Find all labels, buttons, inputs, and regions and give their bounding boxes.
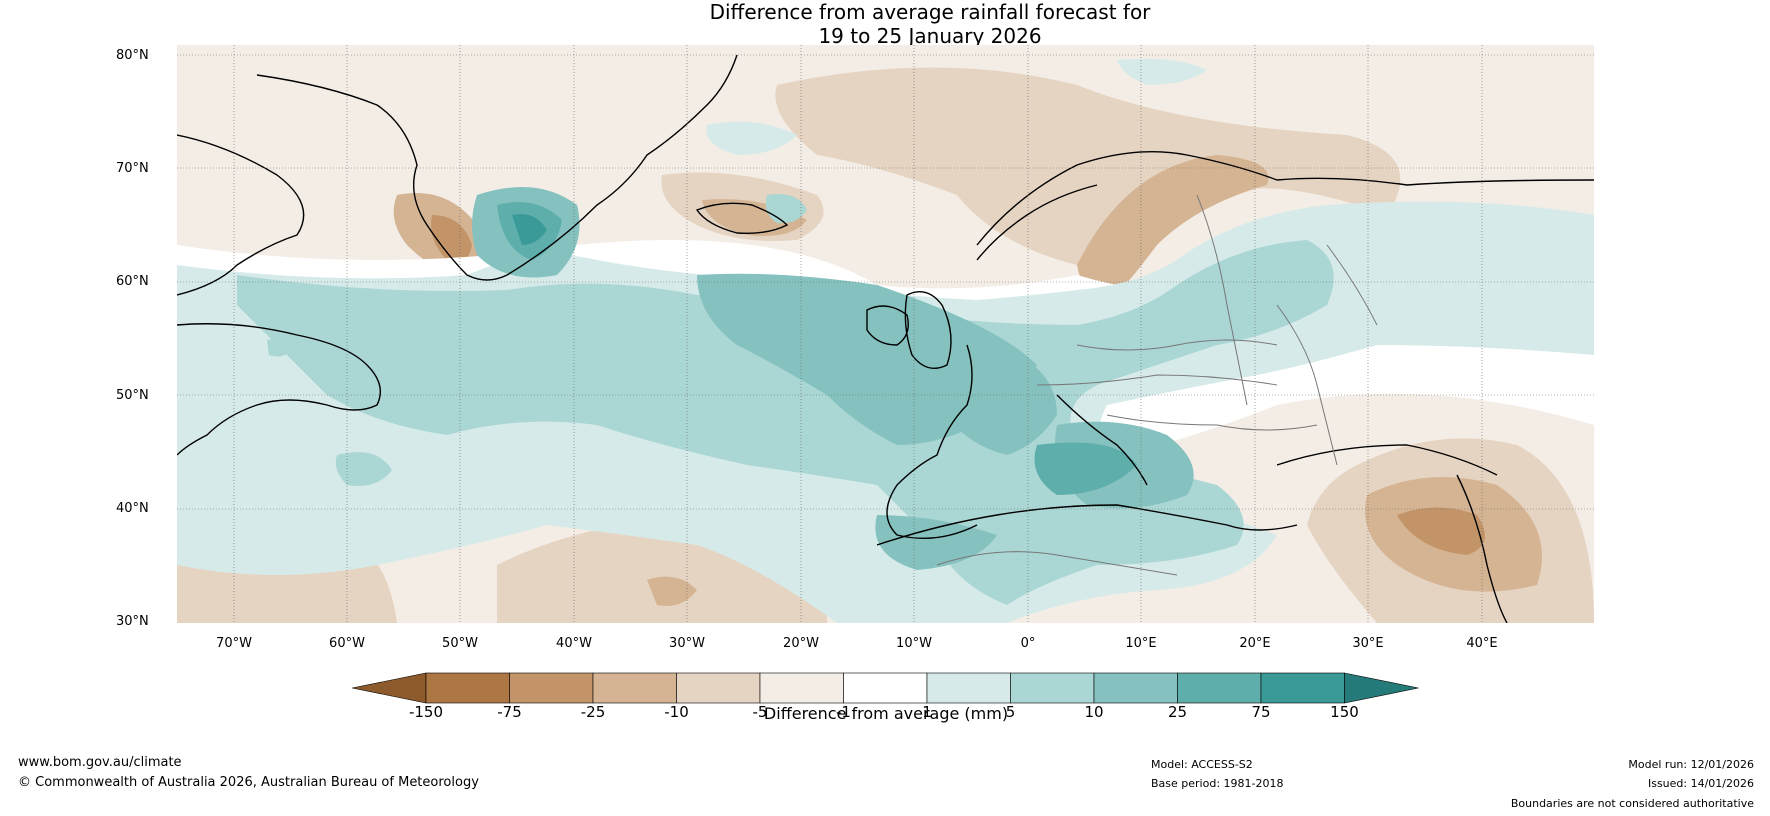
colorbar-tick-label: -25 — [580, 703, 606, 721]
colorbar-tick-label: 1 — [922, 703, 932, 721]
title-line-2: 19 to 25 January 2026 — [818, 24, 1042, 48]
colorbar-swatch — [1177, 672, 1262, 704]
lon-label-60w: 60°W — [329, 636, 365, 651]
colorbar-swatch — [926, 672, 1011, 704]
colorbar-tick-label: 5 — [1005, 703, 1016, 721]
disclaimer-text: Boundaries are not considered authoritat… — [1510, 797, 1754, 810]
colorbar-swatch — [1093, 672, 1178, 704]
colorbar-swatch — [843, 672, 928, 704]
model-run-text: Model run: 12/01/2026 — [1628, 758, 1754, 771]
colorbar-swatches — [352, 672, 1419, 704]
lat-label-50n: 50°N — [116, 388, 149, 403]
colorbar-extend-low — [352, 672, 427, 704]
lon-label-50w: 50°W — [442, 636, 478, 651]
colorbar-swatch — [509, 672, 594, 704]
colorbar-tick-label: 25 — [1167, 703, 1188, 721]
copyright-text: © Commonwealth of Australia 2026, Austra… — [18, 775, 479, 790]
coastlines — [177, 54, 1594, 623]
lon-label-30e: 30°E — [1352, 636, 1384, 651]
colorbar-extend-high — [1344, 672, 1419, 704]
greenland-coast — [256, 54, 738, 281]
model-text: Model: ACCESS-S2 — [1151, 758, 1253, 771]
colorbar-swatch — [1010, 672, 1095, 704]
lon-label-10w: 10°W — [896, 636, 932, 651]
iceland-coast — [695, 202, 789, 235]
colorbar-swatch — [1260, 672, 1345, 704]
italy-coast — [1056, 394, 1148, 486]
graticule — [177, 45, 1594, 623]
colorbar-tick-label: -150 — [408, 703, 444, 721]
issued-text: Issued: 14/01/2026 — [1647, 777, 1754, 790]
lat-label-60n: 60°N — [116, 274, 149, 289]
colorbar-tick-label: 10 — [1084, 703, 1104, 721]
colorbar-tick-label: -5 — [752, 703, 768, 721]
north-africa-coast — [876, 504, 1298, 546]
lat-label-30n: 30°N — [116, 614, 149, 629]
lon-label-70w: 70°W — [216, 636, 252, 651]
lat-label-80n: 80°N — [116, 48, 149, 63]
wet-anomaly-regions — [177, 58, 1594, 623]
lat-label-70n: 70°N — [116, 161, 149, 176]
lon-label-30w: 30°W — [669, 636, 705, 651]
map-canvas — [177, 45, 1594, 623]
scandinavia-north-coast — [976, 150, 1594, 246]
title-line-1: Difference from average rainfall forecas… — [709, 0, 1151, 24]
colorbar-tick-label: -75 — [497, 703, 522, 721]
caspian-coast — [1456, 474, 1508, 623]
chart-title: Difference from average rainfall forecas… — [0, 0, 1770, 48]
colorbar — [352, 672, 1419, 704]
colorbar-swatch — [425, 672, 510, 704]
labrador-coast — [177, 323, 381, 456]
lat-label-40n: 40°N — [116, 501, 149, 516]
colorbar-swatch — [676, 672, 761, 704]
rainfall-anomaly-map — [177, 45, 1594, 623]
colorbar-label: Difference from average (mm) — [763, 704, 1009, 723]
colorbar-tick-label: -10 — [664, 703, 689, 721]
lon-label-40w: 40°W — [556, 636, 592, 651]
lon-label-20e: 20°E — [1239, 636, 1271, 651]
colorbar-swatch — [592, 672, 677, 704]
lon-label-40e: 40°E — [1466, 636, 1498, 651]
iberia-coast — [886, 344, 978, 539]
lon-label-0: 0° — [1020, 636, 1036, 651]
norway-coast — [976, 184, 1098, 261]
colorbar-tick-label: -1 — [836, 703, 851, 721]
britain-coast — [904, 291, 952, 369]
colorbar-tick-label: 75 — [1251, 703, 1271, 721]
colorbar-swatch — [759, 672, 844, 704]
lon-label-20w: 20°W — [783, 636, 819, 651]
lon-label-10e: 10°E — [1125, 636, 1157, 651]
black-sea-coast — [1276, 444, 1498, 476]
website-link[interactable]: www.bom.gov.au/climate — [18, 755, 182, 770]
baffin-coast — [177, 134, 305, 296]
country-borders — [936, 194, 1378, 576]
colorbar-tick-label: 150 — [1330, 703, 1359, 721]
base-period-text: Base period: 1981-2018 — [1151, 777, 1284, 790]
